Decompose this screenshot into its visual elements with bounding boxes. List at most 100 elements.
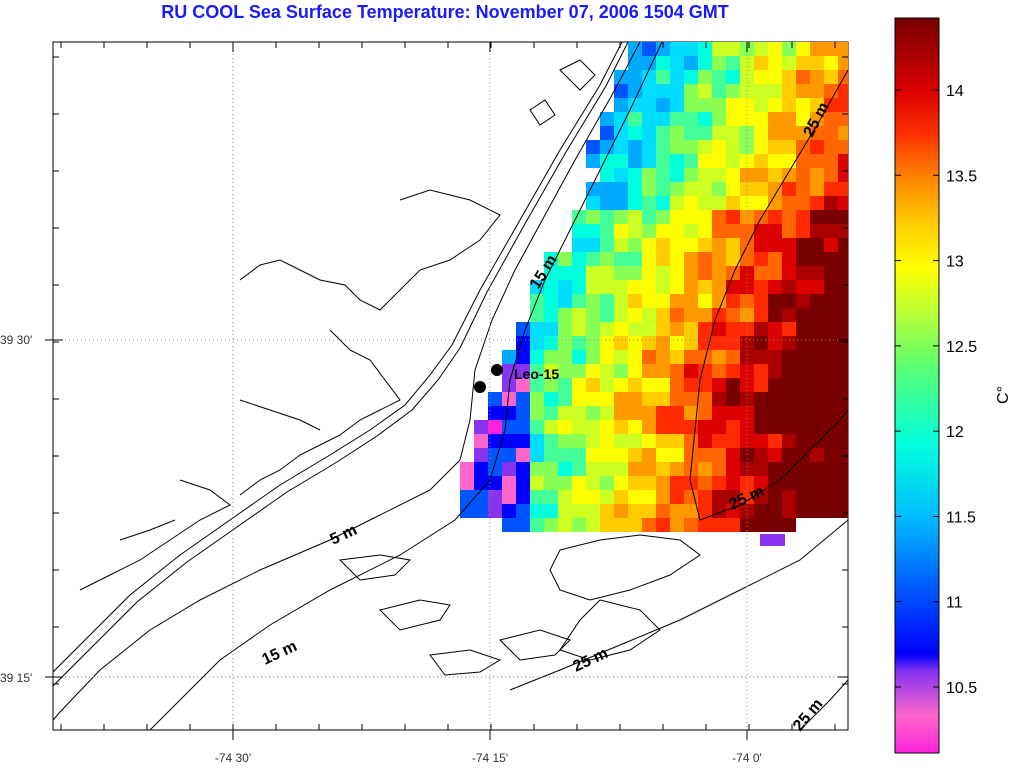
sst-cell (600, 364, 614, 378)
sst-cell (796, 126, 810, 140)
sst-cell (768, 224, 782, 238)
sst-cell (796, 336, 810, 350)
sst-cell (824, 210, 838, 224)
sst-cell (754, 406, 768, 420)
sst-cell (600, 294, 614, 308)
sst-cell (712, 378, 726, 392)
sst-cell (824, 476, 838, 490)
colorbar-tick-label: 11.5 (946, 509, 976, 526)
sst-cell (530, 490, 544, 504)
sst-cell (754, 280, 768, 294)
sst-cell (838, 364, 848, 378)
sst-cell (586, 210, 600, 224)
sst-cell (838, 196, 848, 210)
sst-cell (642, 364, 656, 378)
sst-cell (796, 406, 810, 420)
sst-cell (810, 504, 824, 518)
sst-cell (712, 490, 726, 504)
sst-cell (754, 336, 768, 350)
sst-cell (796, 210, 810, 224)
sst-cell (488, 476, 502, 490)
sst-cell (488, 420, 502, 434)
sst-cell (628, 308, 642, 322)
sst-cell (656, 364, 670, 378)
sst-cell (712, 196, 726, 210)
sst-cell (474, 462, 488, 476)
sst-cell (838, 378, 848, 392)
sst-cell (740, 518, 754, 532)
sst-cell (600, 126, 614, 140)
sst-cell (474, 448, 488, 462)
sst-cell (558, 280, 572, 294)
sst-cell (670, 350, 684, 364)
sst-cell (698, 266, 712, 280)
sst-cell (656, 210, 670, 224)
sst-cell (600, 140, 614, 154)
sst-cell (572, 420, 586, 434)
sst-cell (754, 210, 768, 224)
sst-cell (824, 462, 838, 476)
sst-cell (754, 392, 768, 406)
sst-cell (642, 462, 656, 476)
sst-cell (656, 224, 670, 238)
sst-cell (460, 490, 474, 504)
sst-cell (768, 280, 782, 294)
sst-cell (810, 252, 824, 266)
colorbar-tick-label: 13.5 (946, 168, 977, 185)
sst-cell (572, 504, 586, 518)
sst-cell (586, 518, 600, 532)
sst-raster (460, 42, 848, 546)
sst-cell (530, 462, 544, 476)
frame-ticks (45, 42, 848, 740)
sst-cell (838, 112, 848, 126)
sst-cell (684, 154, 698, 168)
sst-cell (838, 266, 848, 280)
sst-cell (670, 168, 684, 182)
sst-cell (796, 280, 810, 294)
sst-cell (810, 154, 824, 168)
sst-cell (530, 420, 544, 434)
sst-cell (684, 84, 698, 98)
sst-cell (684, 196, 698, 210)
sst-cell (544, 476, 558, 490)
sst-cell (628, 350, 642, 364)
sst-cell (726, 238, 740, 252)
sst-cell (810, 420, 824, 434)
colorbar-tick-label: 12 (946, 424, 964, 441)
sst-cell (810, 168, 824, 182)
sst-cell (684, 56, 698, 70)
sst-cell (838, 280, 848, 294)
sst-cell (782, 420, 796, 434)
sst-cell (558, 448, 572, 462)
sst-cell (600, 168, 614, 182)
sst-cell (796, 350, 810, 364)
sst-cell (614, 364, 628, 378)
lon-label: -74 0' (732, 751, 762, 765)
sst-cell (810, 266, 824, 280)
sst-cell (642, 392, 656, 406)
sst-cell (670, 490, 684, 504)
sst-cell (698, 518, 712, 532)
sst-cell (796, 140, 810, 154)
sst-cell (670, 42, 684, 56)
sst-cell (796, 266, 810, 280)
sst-cell (628, 406, 642, 420)
sst-cell (838, 476, 848, 490)
sst-cell (740, 98, 754, 112)
sst-cell (712, 336, 726, 350)
sst-cell (600, 378, 614, 392)
sst-cell (726, 504, 740, 518)
sst-cell (810, 98, 824, 112)
sst-cell (754, 56, 768, 70)
sst-cell (558, 378, 572, 392)
sst-cell (782, 336, 796, 350)
sst-cell (712, 238, 726, 252)
sst-cell (810, 490, 824, 504)
sst-cell (768, 462, 782, 476)
sst-cell (572, 238, 586, 252)
sst-cell (628, 238, 642, 252)
sst-cell (698, 70, 712, 84)
sst-cell (684, 210, 698, 224)
sst-cell (782, 182, 796, 196)
sst-cell (656, 168, 670, 182)
